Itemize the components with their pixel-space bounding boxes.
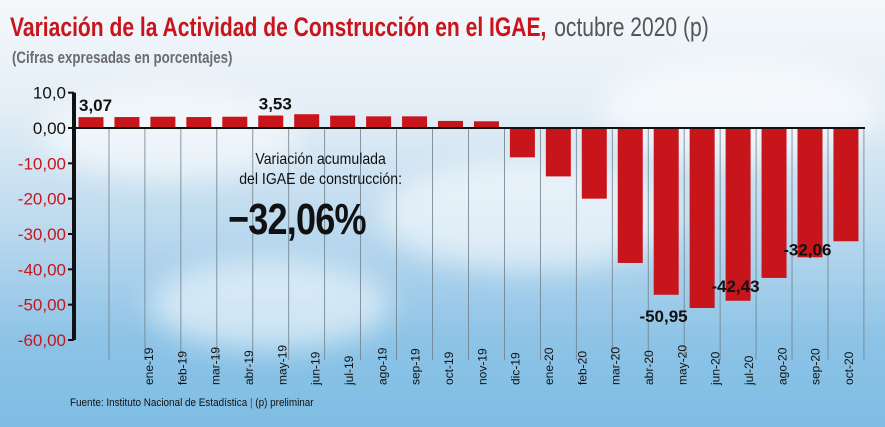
y-tick-label: -10,00 xyxy=(18,154,66,173)
source-preliminary: (p) preliminar xyxy=(255,397,314,409)
bar-abr-19 xyxy=(186,117,212,128)
x-tick-label: ago-19 xyxy=(375,347,389,385)
y-tick-label: -30,00 xyxy=(18,225,66,244)
x-tick-label: oct-20 xyxy=(842,351,856,385)
x-tick-label: jun-20 xyxy=(709,351,723,386)
cloud xyxy=(150,260,390,350)
bar-jul-20 xyxy=(725,128,751,301)
title-period: octubre 2020 (p) xyxy=(554,12,709,42)
x-tick-label: may-20 xyxy=(675,345,689,385)
x-tick-label: sep-20 xyxy=(809,348,823,385)
x-tick-label: jun-19 xyxy=(309,351,323,386)
data-label: -50,95 xyxy=(639,307,687,326)
bar-ene-20 xyxy=(509,128,535,158)
chart-subtitle: (Cifras expresadas en porcentajes) xyxy=(12,48,233,67)
annotation-line-2: del IGAE de construcción: xyxy=(239,171,402,188)
y-tick-label: -20,00 xyxy=(18,190,66,209)
source-text: Fuente: Instituto Nacional de Estadístic… xyxy=(70,397,248,409)
y-tick-label: -60,00 xyxy=(18,331,66,350)
bar-oct-19 xyxy=(402,116,428,128)
bar-abr-20 xyxy=(617,128,643,263)
bar-sep-20 xyxy=(797,128,823,258)
x-tick-label: jul-19 xyxy=(342,355,356,386)
y-tick-label: -50,00 xyxy=(18,296,66,315)
x-tick-label: abr-19 xyxy=(242,350,256,385)
bar-mar-19 xyxy=(150,116,176,128)
x-tick-label: feb-20 xyxy=(575,351,589,385)
source-separator: | xyxy=(249,397,253,409)
annotation-line-1: Variación acumulada xyxy=(255,151,386,168)
bar-oct-20 xyxy=(833,128,859,242)
data-label: -42,43 xyxy=(711,277,759,296)
bar-jun-20 xyxy=(689,128,715,309)
x-tick-label: may-19 xyxy=(275,345,289,385)
y-tick-label: -40,00 xyxy=(18,260,66,279)
source-note: Fuente: Instituto Nacional de Estadístic… xyxy=(70,397,314,409)
bar-jul-19 xyxy=(294,114,320,128)
bar-sep-19 xyxy=(366,116,392,128)
data-label: 3,07 xyxy=(79,96,112,115)
x-tick-label: sep-19 xyxy=(409,348,423,385)
bar-feb-20 xyxy=(545,128,571,177)
bar-mar-20 xyxy=(581,128,607,199)
bar-ene-19 xyxy=(78,117,104,128)
x-tick-label: ene-19 xyxy=(142,347,156,385)
x-tick-label: ago-20 xyxy=(775,347,789,385)
bar-ago-19 xyxy=(330,115,356,128)
x-tick-label: mar-20 xyxy=(609,347,623,385)
data-label: -32,06 xyxy=(783,240,831,259)
y-tick-label: 10,0 xyxy=(33,84,66,103)
bar-nov-19 xyxy=(438,120,463,128)
x-tick-label: feb-19 xyxy=(175,351,189,385)
x-tick-label: jul-20 xyxy=(742,355,756,386)
bar-feb-19 xyxy=(114,117,140,128)
title-main: Variación de la Actividad de Construcció… xyxy=(10,12,547,42)
cumulative-value: −32,06% xyxy=(228,195,367,244)
bar-ago-20 xyxy=(761,128,787,278)
bar-may-19 xyxy=(222,116,248,128)
data-label: 3,53 xyxy=(259,95,292,114)
x-tick-label: ene-20 xyxy=(542,347,556,385)
x-tick-label: oct-19 xyxy=(442,351,456,385)
x-tick-label: mar-19 xyxy=(209,347,223,385)
bar-may-20 xyxy=(653,128,679,295)
bar-jun-19 xyxy=(258,115,284,128)
cumulative-annotation: Variación acumulada del IGAE de construc… xyxy=(226,150,415,190)
y-tick-label: 0,00 xyxy=(33,119,66,138)
x-tick-label: dic-19 xyxy=(509,352,523,385)
bar-dic-19 xyxy=(473,121,499,128)
x-tick-label: nov-19 xyxy=(475,348,489,385)
chart-title: Variación de la Actividad de Construcció… xyxy=(10,12,709,43)
x-tick-label: abr-20 xyxy=(642,350,656,385)
cloud xyxy=(40,90,300,180)
